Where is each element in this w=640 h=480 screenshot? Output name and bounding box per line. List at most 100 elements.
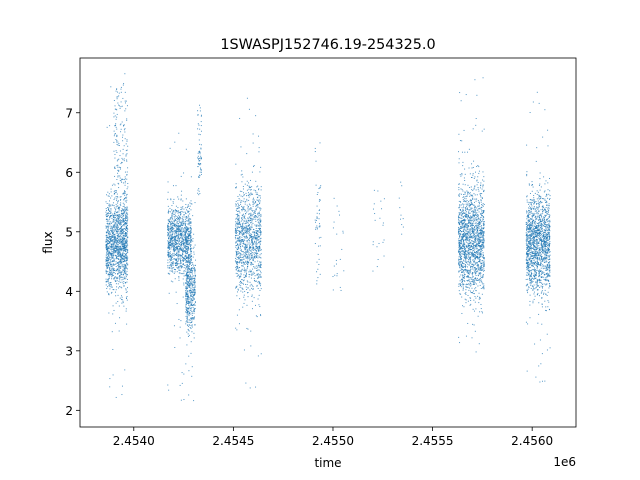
data-point — [179, 247, 181, 249]
data-point — [458, 262, 460, 264]
data-point — [184, 242, 186, 244]
data-point — [112, 224, 114, 226]
data-point — [122, 241, 124, 243]
data-point — [118, 258, 120, 260]
data-point — [480, 255, 482, 257]
data-point — [124, 264, 126, 266]
data-point — [257, 266, 259, 268]
data-point — [193, 298, 195, 300]
data-point — [185, 238, 187, 240]
data-point — [249, 274, 251, 276]
data-point — [200, 173, 202, 175]
data-point — [468, 261, 470, 263]
data-point — [247, 258, 249, 260]
data-point — [258, 201, 260, 203]
data-point — [318, 245, 320, 247]
data-point — [480, 269, 482, 271]
data-point — [111, 267, 113, 269]
data-point — [198, 160, 200, 162]
data-point — [258, 239, 260, 241]
data-point — [105, 239, 107, 241]
data-point — [192, 267, 194, 269]
data-point — [469, 222, 471, 224]
data-point — [242, 223, 244, 225]
data-point — [109, 274, 111, 276]
data-point — [479, 311, 481, 313]
data-point — [108, 285, 110, 287]
data-point — [106, 226, 108, 228]
data-point — [185, 253, 187, 255]
data-point — [248, 242, 250, 244]
data-point — [107, 273, 109, 275]
data-point — [173, 255, 175, 257]
data-point — [241, 288, 243, 290]
data-point — [198, 151, 200, 153]
data-point — [246, 200, 248, 202]
data-point — [171, 227, 173, 229]
data-point — [248, 253, 250, 255]
data-point — [239, 199, 241, 201]
data-point — [179, 248, 181, 250]
data-point — [258, 280, 260, 282]
data-point — [119, 258, 121, 260]
data-point — [249, 204, 251, 206]
data-point — [176, 258, 178, 260]
data-point — [239, 243, 241, 245]
data-point — [115, 223, 117, 225]
data-point — [199, 107, 201, 109]
data-point — [250, 263, 252, 265]
data-point — [335, 263, 337, 265]
data-point — [190, 282, 192, 284]
data-point — [251, 237, 253, 239]
data-point — [116, 219, 117, 221]
data-point — [237, 261, 239, 263]
data-point — [117, 172, 119, 174]
data-point — [179, 242, 181, 244]
data-point — [200, 155, 202, 157]
data-point — [185, 248, 187, 250]
data-point — [171, 243, 173, 245]
data-point — [169, 247, 171, 248]
data-point — [115, 208, 117, 210]
data-point — [172, 249, 174, 251]
data-point — [188, 311, 190, 313]
data-point — [260, 253, 262, 255]
data-point — [179, 337, 181, 339]
data-point — [117, 235, 119, 237]
data-point — [185, 244, 187, 246]
data-point — [467, 218, 469, 220]
data-point — [254, 224, 256, 226]
data-point — [167, 225, 169, 227]
data-point — [112, 305, 114, 307]
data-point — [241, 241, 243, 243]
data-point — [464, 249, 466, 251]
data-point — [248, 271, 250, 273]
data-point — [383, 239, 385, 241]
data-point — [123, 285, 125, 287]
data-point — [125, 250, 127, 252]
data-point — [197, 192, 199, 194]
data-point — [242, 291, 244, 293]
data-point — [108, 245, 110, 247]
data-point — [187, 231, 189, 233]
data-point — [111, 231, 113, 233]
data-point — [199, 134, 201, 136]
data-point — [106, 264, 108, 266]
data-point — [110, 243, 112, 245]
data-point — [117, 202, 119, 204]
data-point — [185, 255, 187, 257]
data-point — [173, 222, 175, 224]
data-point — [256, 239, 258, 241]
data-point — [187, 285, 189, 287]
data-point — [473, 281, 475, 283]
data-point — [342, 230, 344, 232]
data-point — [314, 219, 316, 221]
data-point — [244, 255, 246, 257]
data-point — [185, 248, 187, 250]
data-point — [189, 292, 191, 294]
data-point — [257, 265, 259, 267]
data-point — [117, 176, 119, 178]
data-point — [190, 209, 192, 211]
data-point — [193, 310, 195, 312]
data-point — [110, 191, 112, 193]
